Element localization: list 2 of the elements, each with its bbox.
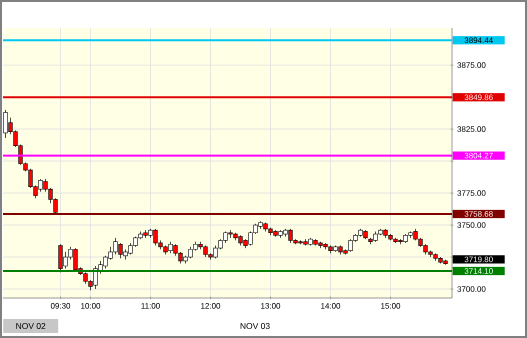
text: NOV 03 [240,323,270,329]
text: NOV 02 [16,323,46,329]
